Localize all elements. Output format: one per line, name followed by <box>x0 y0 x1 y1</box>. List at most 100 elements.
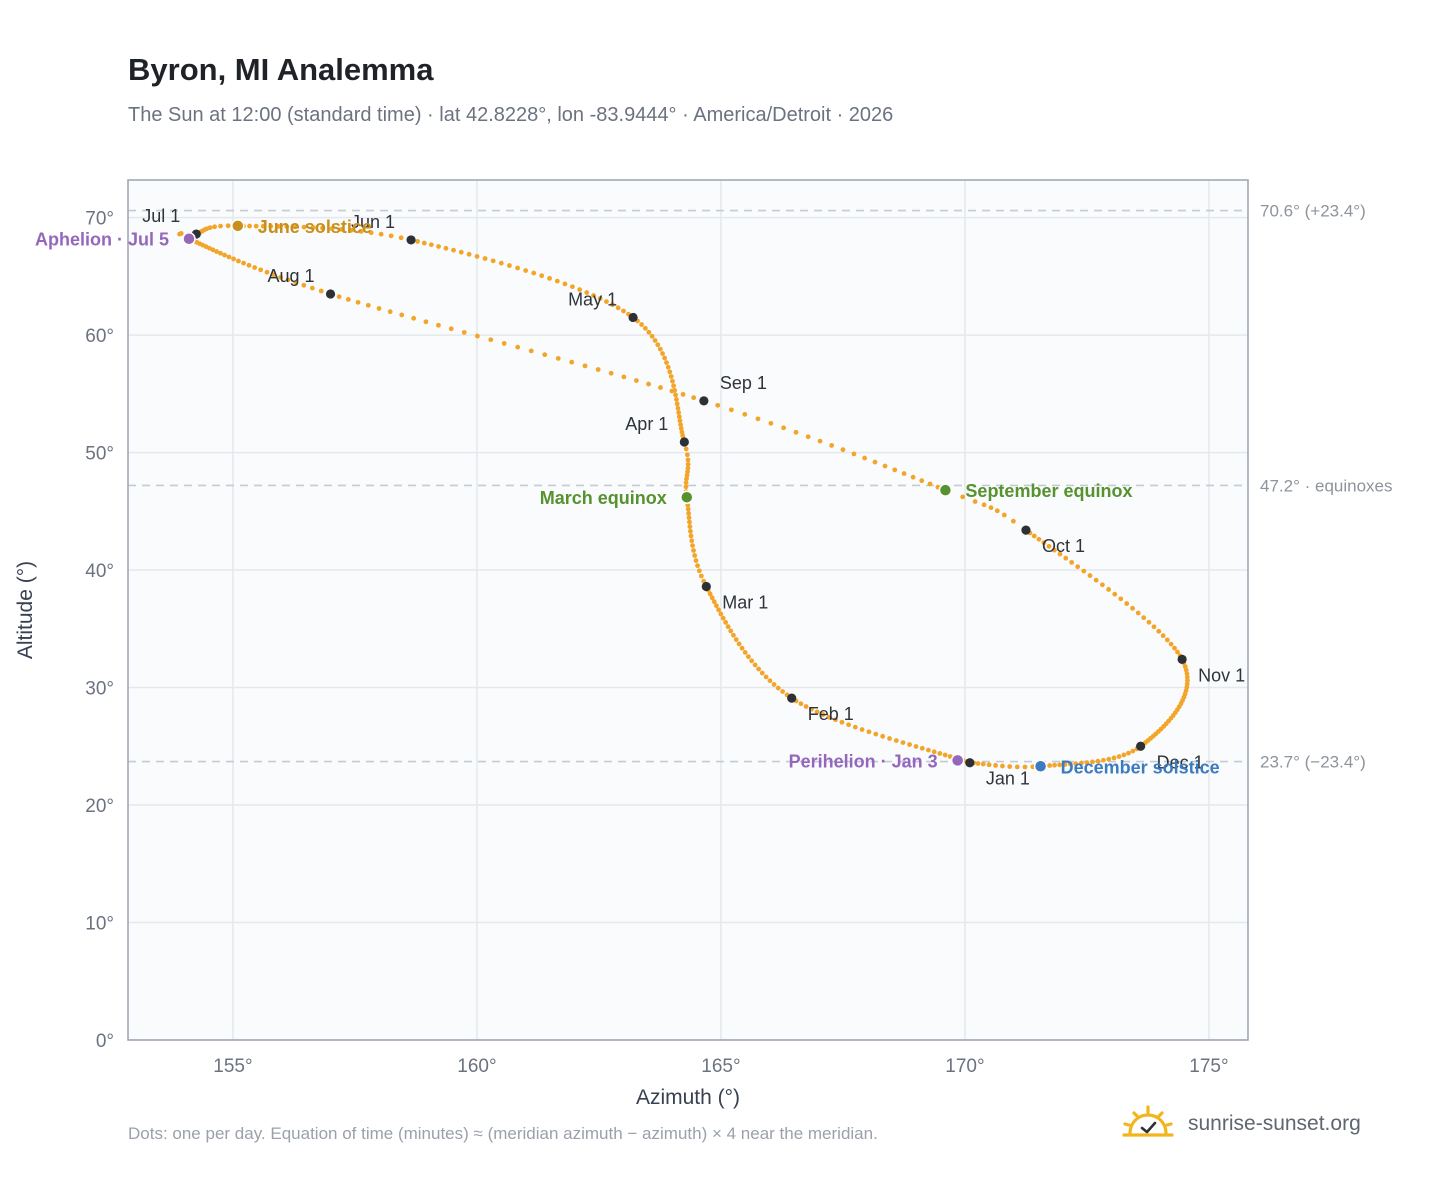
day-dot <box>1067 761 1073 767</box>
day-dot <box>739 645 745 651</box>
day-dot <box>1141 615 1147 621</box>
day-dot <box>691 395 697 401</box>
day-dot <box>960 494 966 500</box>
event-marker <box>182 231 196 246</box>
day-dot <box>667 369 673 375</box>
brand[interactable]: sunrise-sunset.org <box>1122 1104 1361 1144</box>
day-dot <box>646 381 651 387</box>
day-dot <box>1078 760 1084 766</box>
day-dot <box>1111 755 1117 761</box>
day-dot <box>674 401 680 407</box>
day-dot <box>679 429 685 435</box>
day-dot <box>684 452 690 458</box>
day-dot <box>931 749 937 755</box>
day-dot <box>670 378 675 384</box>
month-marker <box>1177 654 1187 664</box>
chart-title: Byron, MI Analemma <box>128 52 434 87</box>
day-dot <box>1106 756 1112 762</box>
day-dot <box>781 425 787 431</box>
day-dot <box>475 333 480 339</box>
day-dot <box>1121 752 1127 758</box>
month-marker <box>679 437 689 447</box>
day-dot <box>919 478 925 484</box>
day-dot <box>937 751 943 756</box>
day-dot <box>1124 601 1130 606</box>
day-dot <box>252 265 258 270</box>
day-dot <box>253 223 259 229</box>
day-dot <box>1126 750 1131 756</box>
day-dot <box>880 733 886 739</box>
day-dot <box>336 294 342 300</box>
day-dot <box>693 558 699 563</box>
month-label: Jul 1 <box>142 206 180 226</box>
day-dot <box>225 223 231 229</box>
day-dot <box>539 273 545 279</box>
day-dot <box>1168 641 1174 647</box>
day-dot <box>840 447 846 453</box>
day-dot <box>1052 547 1057 553</box>
day-dot <box>698 573 704 579</box>
day-dot <box>893 738 899 743</box>
day-dot <box>355 299 361 305</box>
day-dot <box>1001 512 1007 518</box>
brand-name: sunrise-sunset.org <box>1188 1112 1361 1135</box>
day-dot <box>728 628 734 634</box>
day-dot <box>720 615 726 621</box>
day-dot <box>1184 674 1190 680</box>
day-dot <box>742 411 748 417</box>
event-label: September equinox <box>965 481 1132 501</box>
footnote: Dots: one per day. Equation of time (min… <box>128 1124 878 1143</box>
day-dot <box>264 269 270 275</box>
day-dot <box>742 649 748 655</box>
day-dot <box>461 329 467 335</box>
day-dot <box>975 761 981 766</box>
day-dot <box>728 407 734 413</box>
day-dot <box>320 225 325 231</box>
day-dot <box>986 762 992 768</box>
day-dot <box>771 682 777 687</box>
y-tick-label: 20° <box>85 796 114 817</box>
event-marker <box>680 490 694 504</box>
day-dot <box>1116 754 1122 759</box>
day-dot <box>1112 591 1118 597</box>
day-dot <box>803 704 809 709</box>
day-dot <box>411 315 417 321</box>
day-dot <box>639 322 644 327</box>
day-dot <box>657 346 663 352</box>
event-label: Perihelion · Jan 3 <box>789 751 938 771</box>
day-dot <box>218 250 223 256</box>
day-dot <box>1046 543 1052 549</box>
y-tick-label: 10° <box>85 914 114 935</box>
day-dot <box>523 268 529 273</box>
day-dot <box>683 480 689 486</box>
month-label: Feb 1 <box>808 704 854 724</box>
day-dot <box>686 515 692 521</box>
day-dot <box>942 752 948 758</box>
day-dot <box>733 637 739 642</box>
day-dot <box>680 391 686 397</box>
day-dot <box>482 256 488 261</box>
day-dot <box>675 405 681 411</box>
day-dot <box>678 426 684 431</box>
month-label: Jun 1 <box>351 212 395 232</box>
day-dot <box>301 224 307 230</box>
x-tick-label: 165° <box>701 1056 740 1077</box>
day-dot <box>621 374 627 380</box>
day-dot <box>1000 763 1005 769</box>
day-dot <box>329 226 335 232</box>
day-dot <box>1041 540 1047 546</box>
day-dot <box>671 383 676 389</box>
day-dot <box>490 258 496 264</box>
day-dot <box>994 508 1000 514</box>
month-label: Jan 1 <box>986 769 1030 789</box>
event-marker <box>231 219 245 233</box>
day-dot <box>376 306 382 311</box>
month-label: Dec 1 <box>1157 752 1204 772</box>
day-dot <box>687 524 693 530</box>
day-dot <box>268 223 274 229</box>
day-dot <box>177 231 182 237</box>
month-label: Apr 1 <box>625 414 668 434</box>
day-dot <box>498 260 504 266</box>
day-dot <box>685 461 691 467</box>
day-dot <box>1101 757 1106 763</box>
